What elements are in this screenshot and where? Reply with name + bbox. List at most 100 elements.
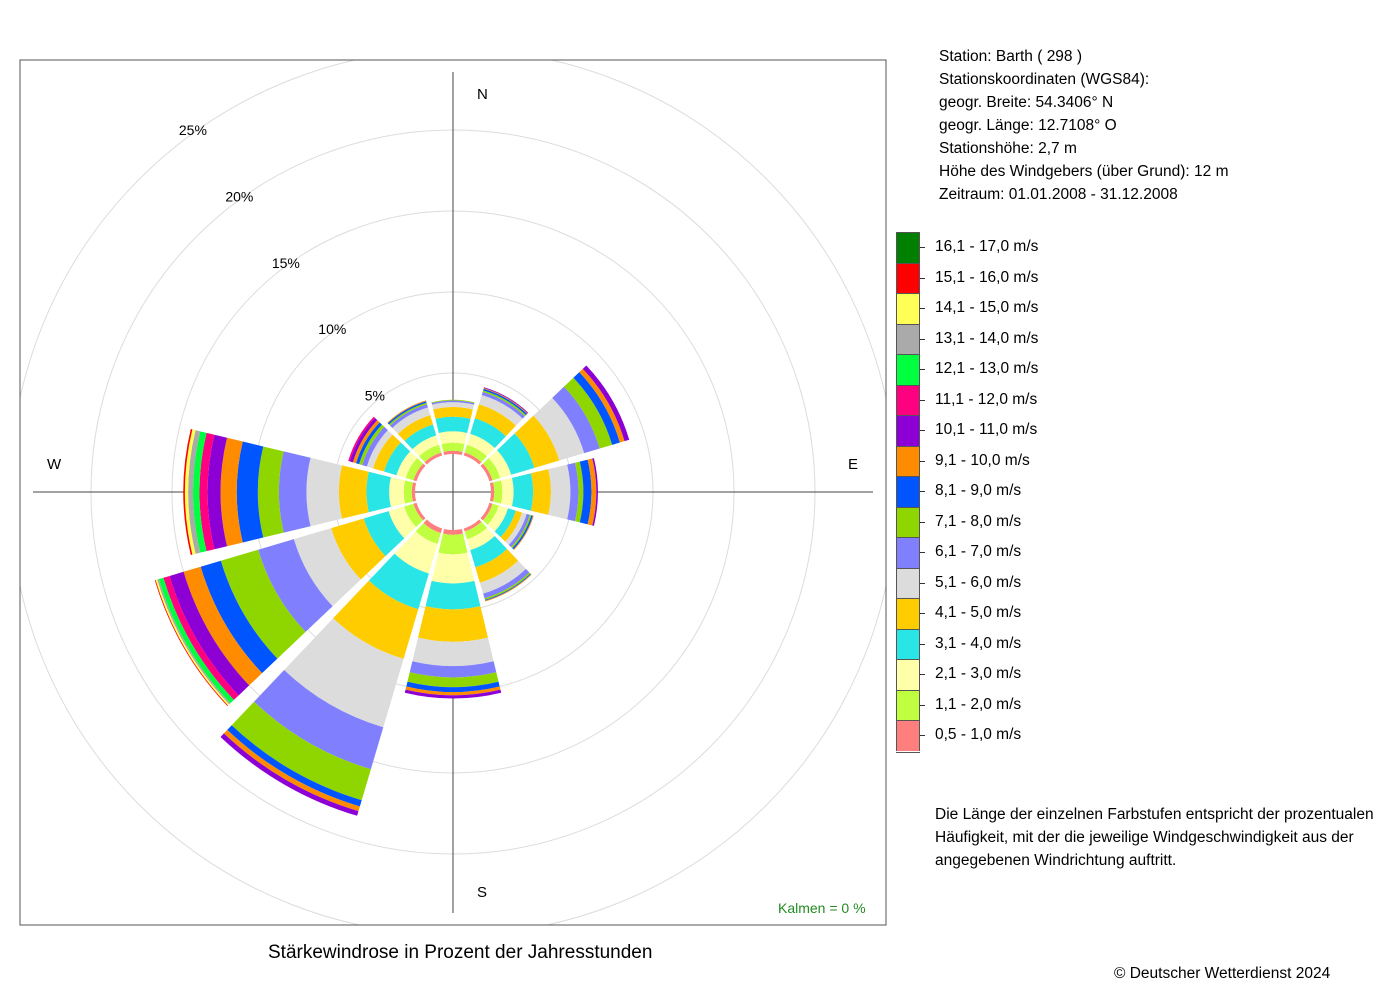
sector-segment [220, 549, 306, 659]
legend-label: 8,1 - 9,0 m/s [935, 482, 1022, 499]
sector-segment [488, 450, 512, 478]
wind-sector [387, 400, 443, 465]
sector-segment [394, 531, 438, 574]
sector-segment [236, 441, 264, 543]
legend-tick [920, 613, 925, 614]
sector-segment [348, 416, 375, 462]
sector-segment [442, 528, 464, 535]
legend-label: 10,1 - 11,0 m/s [935, 421, 1038, 438]
calm-label: Kalmen = 0 % [778, 900, 866, 916]
sector-segment [388, 402, 428, 426]
legend-item: 6,1 - 7,0 m/s [896, 537, 1096, 568]
sector-segment [397, 415, 434, 441]
sector-segment [431, 400, 475, 405]
sector-segment [530, 469, 551, 515]
legend-label: 14,1 - 15,0 m/s [935, 299, 1039, 316]
legend-label: 9,1 - 10,0 m/s [935, 451, 1030, 469]
legend-tick [920, 247, 925, 248]
sector-segment [407, 672, 499, 688]
legend-swatch [896, 689, 920, 720]
sector-segment [413, 502, 426, 521]
sector-segment [505, 512, 527, 545]
sector-segment [575, 461, 584, 523]
legend-item: 4,1 - 5,0 m/s [896, 598, 1096, 629]
sector-segment [431, 399, 475, 404]
legend-bottom-border [896, 752, 920, 753]
legend-swatch [896, 537, 920, 568]
legend-label: 0,5 - 1,0 m/s [935, 726, 1022, 743]
sector-segment [338, 465, 369, 519]
legend-swatch [896, 293, 920, 324]
sector-segment [403, 480, 413, 504]
station-coordinates-heading: Stationskoordinaten (WGS84): [939, 71, 1150, 88]
station-name: Station: Barth ( 298 ) [939, 48, 1083, 65]
legend-item: 5,1 - 6,0 m/s [896, 567, 1096, 598]
sector-segment [500, 510, 523, 542]
sector-segment [193, 431, 207, 553]
sector-segment [359, 424, 385, 466]
anemometer-height: Höhe des Windgebers (über Grund): 12 m [939, 163, 1229, 180]
sector-segment [331, 518, 386, 580]
wind-sector [183, 429, 417, 555]
sector-segment [512, 515, 533, 550]
legend-tick [920, 704, 925, 706]
sector-segment [227, 725, 362, 807]
sector-segment [413, 463, 426, 482]
legend-swatch [896, 567, 920, 598]
sector-segment [582, 365, 630, 442]
legend-label: 2,1 - 3,0 m/s [935, 665, 1022, 682]
sector-segment [184, 429, 196, 555]
sector-segment [474, 404, 516, 437]
sector-segment [552, 386, 600, 454]
sector-segment [188, 430, 201, 554]
legend-tick [920, 338, 925, 340]
sector-segment [482, 390, 526, 417]
sector-segment [412, 435, 439, 457]
sector-segment [463, 452, 482, 465]
sector-segment [231, 701, 371, 801]
sector-segment [500, 477, 514, 507]
ring-label: 15% [272, 255, 300, 271]
legend-item: 8,1 - 9,0 m/s [896, 476, 1096, 507]
sector-segment [533, 397, 585, 461]
wind-sector [489, 458, 598, 526]
station-longitude: geogr. Länge: 12.7108° O [939, 117, 1117, 134]
sector-segment [419, 444, 442, 463]
legend-tick [920, 399, 925, 401]
sector-segment [390, 404, 428, 429]
legend-label: 15,1 - 16,0 m/s [935, 268, 1039, 286]
sector-segment [411, 482, 417, 502]
sector-segment [514, 415, 560, 468]
plot-frame [19, 59, 887, 926]
sector-segment [293, 528, 361, 607]
legend-item: 16,1 - 17,0 m/s [896, 232, 1096, 263]
legend-swatch [896, 628, 920, 659]
legend-swatch [896, 506, 920, 537]
sector-segment [482, 503, 499, 525]
sector-segment [425, 580, 481, 610]
chart-title: Stärkewindrose in Prozent der Jahresstun… [268, 942, 653, 963]
sector-segment [207, 434, 228, 550]
sector-segment [404, 689, 502, 699]
wind-sector [404, 528, 502, 699]
legend-label: 11,1 - 12,0 m/s [935, 390, 1038, 408]
legend-swatch [896, 262, 920, 293]
sector-segment [306, 457, 343, 527]
sector-segment [548, 464, 571, 520]
legend-tick [920, 735, 925, 736]
legend-tick [920, 491, 925, 492]
wind-sector [463, 519, 532, 602]
direction-label-w: W [47, 456, 62, 473]
sector-segment [480, 463, 493, 482]
sector-segment [464, 444, 487, 463]
sector-segment [363, 511, 405, 557]
sector-segment [484, 572, 531, 600]
sector-segment [512, 473, 534, 511]
sector-segment [254, 669, 384, 770]
legend-item: 10,1 - 11,0 m/s [896, 415, 1096, 446]
sector-segment [470, 536, 508, 568]
explanation-note: Die Länge der einzelnen Farbstufen entsp… [935, 806, 1374, 869]
legend-tick [920, 430, 925, 431]
legend-tick [920, 460, 925, 462]
sector-segment [405, 686, 501, 696]
